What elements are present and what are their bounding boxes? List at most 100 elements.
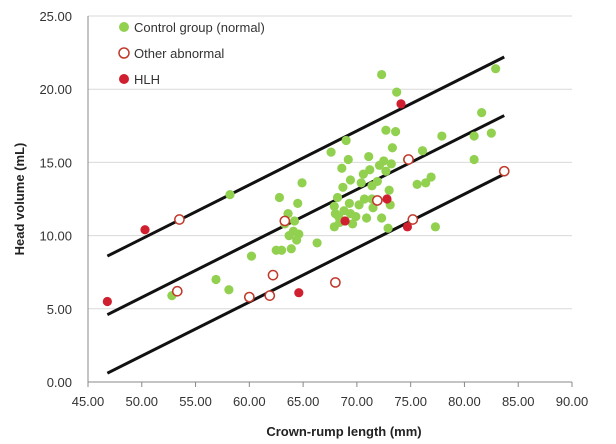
data-point <box>377 213 387 223</box>
data-point <box>140 225 150 235</box>
data-point <box>293 198 303 208</box>
legend-marker <box>119 74 129 84</box>
data-point <box>384 185 394 195</box>
axes <box>87 16 573 387</box>
data-point <box>387 143 397 153</box>
data-point <box>469 131 479 141</box>
data-point <box>421 178 431 188</box>
data-point <box>364 151 374 162</box>
data-point <box>246 251 257 261</box>
data-point <box>412 179 422 189</box>
data-point <box>377 69 387 80</box>
data-point <box>211 274 221 285</box>
x-tick-label: 80.00 <box>448 394 481 409</box>
data-point <box>469 154 479 165</box>
data-point <box>391 127 401 137</box>
data-point <box>277 245 287 255</box>
data-point <box>382 194 392 204</box>
data-point <box>381 125 391 135</box>
x-tick-label: 45.00 <box>72 394 105 409</box>
y-tick-label: 25.00 <box>39 9 72 24</box>
data-point <box>332 192 343 203</box>
data-point <box>368 203 378 213</box>
data-point <box>361 213 372 223</box>
data-point <box>347 219 358 229</box>
data-point <box>329 201 339 211</box>
y-axis-title: Head volume (mL) <box>12 143 27 256</box>
data-point <box>402 222 413 232</box>
data-point <box>358 169 368 179</box>
x-axis-title: Crown-rump length (mm) <box>266 424 421 439</box>
y-tick-label: 10.00 <box>39 229 72 244</box>
data-point <box>477 108 487 118</box>
trend-line <box>106 114 505 316</box>
data-point <box>264 290 276 301</box>
data-point <box>356 178 366 188</box>
tick-labels: 0.00 5.00 10.00 15.00 20.00 25.00 45.00 50.00 55… <box>39 9 588 409</box>
data-point <box>294 288 304 298</box>
data-point <box>341 135 351 146</box>
data-point <box>312 238 322 248</box>
data-point <box>224 285 234 295</box>
data-point <box>171 285 183 297</box>
x-tick-label: 90.00 <box>556 394 589 409</box>
data-point <box>330 277 341 288</box>
data-point <box>326 147 336 157</box>
legend-label: Other abnormal <box>134 46 224 61</box>
data-point <box>371 195 383 206</box>
x-tick-label: 85.00 <box>502 394 535 409</box>
data-points <box>102 64 510 307</box>
data-point <box>351 211 361 222</box>
data-point <box>392 87 402 97</box>
data-point <box>386 159 396 169</box>
data-point <box>297 178 307 188</box>
data-point <box>337 163 347 173</box>
data-point <box>343 154 353 165</box>
data-point <box>403 154 414 165</box>
regression-lines <box>106 55 505 375</box>
x-tick-label: 75.00 <box>394 394 427 409</box>
data-point <box>102 296 112 307</box>
data-point <box>372 176 382 187</box>
x-tick-label: 55.00 <box>179 394 212 409</box>
data-point <box>225 190 235 200</box>
data-point <box>345 175 356 185</box>
data-point <box>407 214 419 225</box>
data-point <box>274 192 285 203</box>
y-tick-label: 15.00 <box>39 155 72 170</box>
legend: Control group (normal) Other abnormal HLH <box>118 20 265 87</box>
data-point <box>294 229 304 239</box>
data-point <box>486 128 496 138</box>
data-point <box>396 99 406 109</box>
data-point <box>365 165 375 175</box>
data-point <box>426 172 436 182</box>
data-point <box>267 269 279 281</box>
data-point <box>381 166 391 176</box>
data-point <box>491 64 501 74</box>
x-tick-label: 65.00 <box>287 394 320 409</box>
data-point <box>498 165 510 177</box>
data-point <box>279 215 291 227</box>
y-tick-label: 5.00 <box>47 302 72 317</box>
x-tick-label: 60.00 <box>233 394 266 409</box>
gridlines <box>88 15 572 310</box>
data-point <box>344 198 354 208</box>
data-point <box>383 223 393 233</box>
y-tick-label: 0.00 <box>47 375 72 390</box>
data-point <box>289 216 300 226</box>
data-point <box>174 214 185 225</box>
data-point <box>379 156 389 166</box>
legend-marker <box>119 22 129 32</box>
x-tick-label: 70.00 <box>341 394 374 409</box>
data-point <box>359 194 370 204</box>
data-point <box>340 216 350 226</box>
data-point <box>430 222 441 232</box>
legend-label: HLH <box>134 72 160 87</box>
trend-line <box>106 55 505 258</box>
data-point <box>354 200 364 210</box>
y-tick-label: 20.00 <box>39 82 72 97</box>
data-point <box>338 182 348 192</box>
data-point <box>437 131 447 141</box>
data-point <box>286 244 296 254</box>
